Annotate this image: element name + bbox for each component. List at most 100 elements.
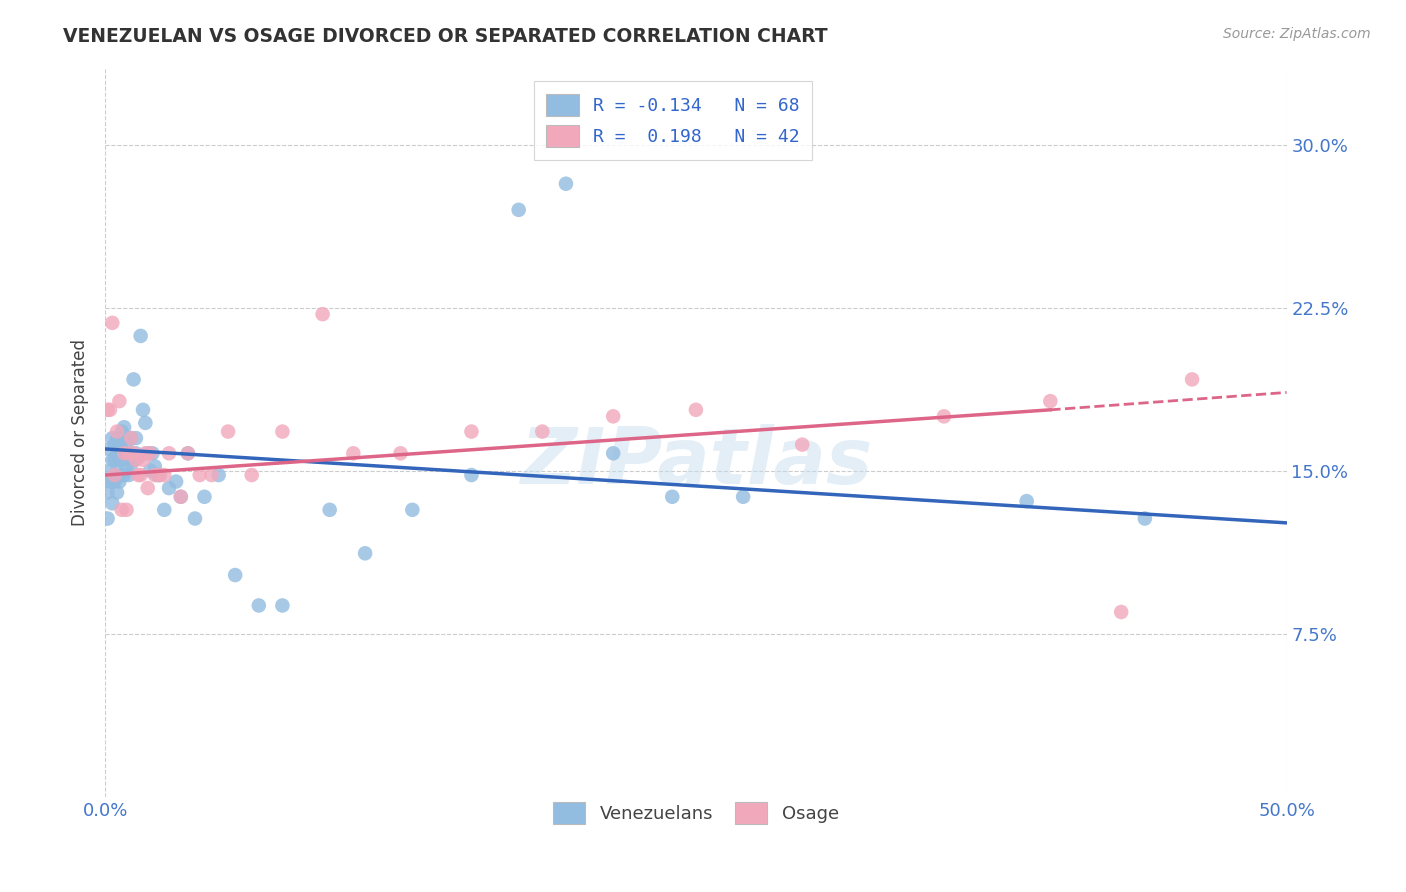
Point (508, 202, 530, 217)
Point (1109, 605, 1132, 619)
Point (139, 464, 162, 478)
Point (108, 394, 131, 409)
Point (157, 481, 180, 495)
Point (170, 490, 193, 504)
Point (148, 468, 170, 483)
Point (207, 468, 229, 483)
Point (146, 468, 169, 483)
Point (224, 568, 246, 582)
Point (108, 437, 131, 451)
Point (318, 503, 340, 517)
Point (105, 446, 128, 460)
Point (165, 475, 187, 489)
Point (105, 464, 128, 478)
Point (125, 431, 148, 445)
Point (271, 599, 294, 613)
Point (115, 437, 138, 451)
Point (112, 468, 135, 483)
Point (101, 316, 124, 330)
Point (98, 402, 121, 417)
Point (389, 446, 412, 460)
Point (311, 307, 333, 321)
Point (1015, 494, 1038, 508)
Point (153, 468, 176, 483)
Point (104, 468, 127, 483)
Point (661, 490, 683, 504)
Point (129, 468, 152, 483)
Point (733, 490, 755, 504)
Point (143, 459, 166, 474)
Point (170, 490, 193, 504)
Point (118, 468, 141, 483)
Point (177, 446, 200, 460)
Point (143, 468, 166, 483)
Point (531, 425, 554, 439)
Point (105, 431, 128, 445)
Point (111, 452, 134, 467)
Point (148, 468, 170, 483)
Point (188, 468, 211, 483)
Point (602, 446, 624, 460)
Point (108, 452, 131, 467)
Point (111, 425, 134, 439)
Point (115, 459, 138, 474)
Point (401, 503, 423, 517)
Point (120, 431, 142, 445)
Point (127, 468, 149, 483)
Point (136, 446, 159, 460)
Point (101, 431, 124, 445)
Point (247, 599, 270, 613)
Point (98, 442, 121, 456)
Point (685, 402, 707, 417)
Point (122, 446, 145, 460)
Point (1181, 372, 1204, 386)
Point (111, 442, 134, 456)
Point (122, 452, 145, 467)
Y-axis label: Divorced or Separated: Divorced or Separated (72, 339, 89, 526)
Point (134, 416, 156, 430)
Point (97, 511, 120, 525)
Point (129, 329, 152, 343)
Point (217, 425, 239, 439)
Point (101, 452, 124, 467)
Point (104, 452, 127, 467)
Point (141, 446, 163, 460)
Point (101, 475, 124, 489)
Point (112, 446, 135, 460)
Point (104, 475, 127, 489)
Point (98, 464, 121, 478)
Point (112, 420, 135, 434)
Point (108, 475, 131, 489)
Point (115, 503, 138, 517)
Point (271, 425, 294, 439)
Point (193, 490, 215, 504)
Point (354, 546, 377, 560)
Point (132, 452, 155, 467)
Point (125, 446, 148, 460)
Point (555, 177, 578, 191)
Point (118, 446, 141, 460)
Point (122, 372, 145, 386)
Point (1039, 394, 1062, 409)
Point (125, 452, 148, 467)
Text: ZIPatlas: ZIPatlas (520, 424, 872, 500)
Point (112, 446, 135, 460)
Point (602, 409, 624, 424)
Point (101, 496, 124, 510)
Point (97, 485, 120, 500)
Point (105, 425, 128, 439)
Point (1133, 511, 1156, 525)
Point (98, 475, 121, 489)
Point (118, 446, 141, 460)
Text: Source: ZipAtlas.com: Source: ZipAtlas.com (1223, 27, 1371, 41)
Point (127, 450, 149, 465)
Point (97, 402, 120, 417)
Point (111, 468, 134, 483)
Point (153, 503, 176, 517)
Point (111, 503, 134, 517)
Point (200, 468, 222, 483)
Point (932, 409, 955, 424)
Point (132, 402, 155, 417)
Point (240, 468, 263, 483)
Point (792, 437, 814, 451)
